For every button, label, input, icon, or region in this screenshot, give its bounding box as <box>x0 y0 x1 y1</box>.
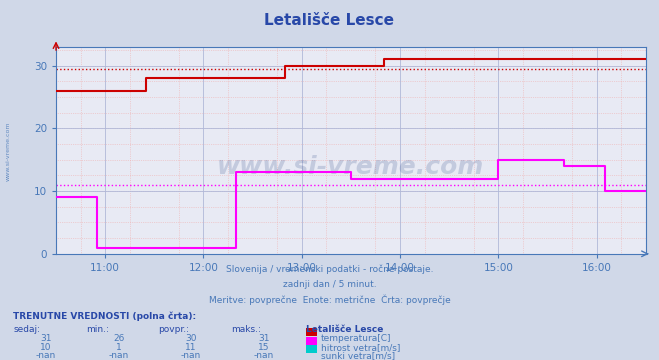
Text: 1: 1 <box>116 343 121 352</box>
Text: -nan: -nan <box>254 351 273 360</box>
Text: 15: 15 <box>258 343 270 352</box>
Text: temperatura[C]: temperatura[C] <box>321 334 391 343</box>
Text: 26: 26 <box>113 334 125 343</box>
Text: zadnji dan / 5 minut.: zadnji dan / 5 minut. <box>283 280 376 289</box>
Text: www.si-vreme.com: www.si-vreme.com <box>217 155 484 179</box>
Text: 10: 10 <box>40 343 52 352</box>
Text: sedaj:: sedaj: <box>13 325 40 334</box>
Text: hitrost vetra[m/s]: hitrost vetra[m/s] <box>321 343 400 352</box>
Text: -nan: -nan <box>181 351 201 360</box>
Text: Meritve: povprečne  Enote: metrične  Črta: povprečje: Meritve: povprečne Enote: metrične Črta:… <box>209 295 450 305</box>
Text: 30: 30 <box>185 334 197 343</box>
Text: 11: 11 <box>185 343 197 352</box>
Text: Slovenija / vremenski podatki - ročne postaje.: Slovenija / vremenski podatki - ročne po… <box>226 265 433 274</box>
Text: -nan: -nan <box>36 351 56 360</box>
Text: -nan: -nan <box>109 351 129 360</box>
Text: www.si-vreme.com: www.si-vreme.com <box>5 121 11 181</box>
Text: 31: 31 <box>40 334 52 343</box>
Text: maks.:: maks.: <box>231 325 260 334</box>
Text: 31: 31 <box>258 334 270 343</box>
Text: TRENUTNE VREDNOSTI (polna črta):: TRENUTNE VREDNOSTI (polna črta): <box>13 311 196 321</box>
Text: povpr.:: povpr.: <box>158 325 189 334</box>
Text: min.:: min.: <box>86 325 109 334</box>
Text: sunki vetra[m/s]: sunki vetra[m/s] <box>321 351 395 360</box>
Text: Letališče Lesce: Letališče Lesce <box>264 13 395 28</box>
Text: Letališče Lesce: Letališče Lesce <box>306 325 384 334</box>
